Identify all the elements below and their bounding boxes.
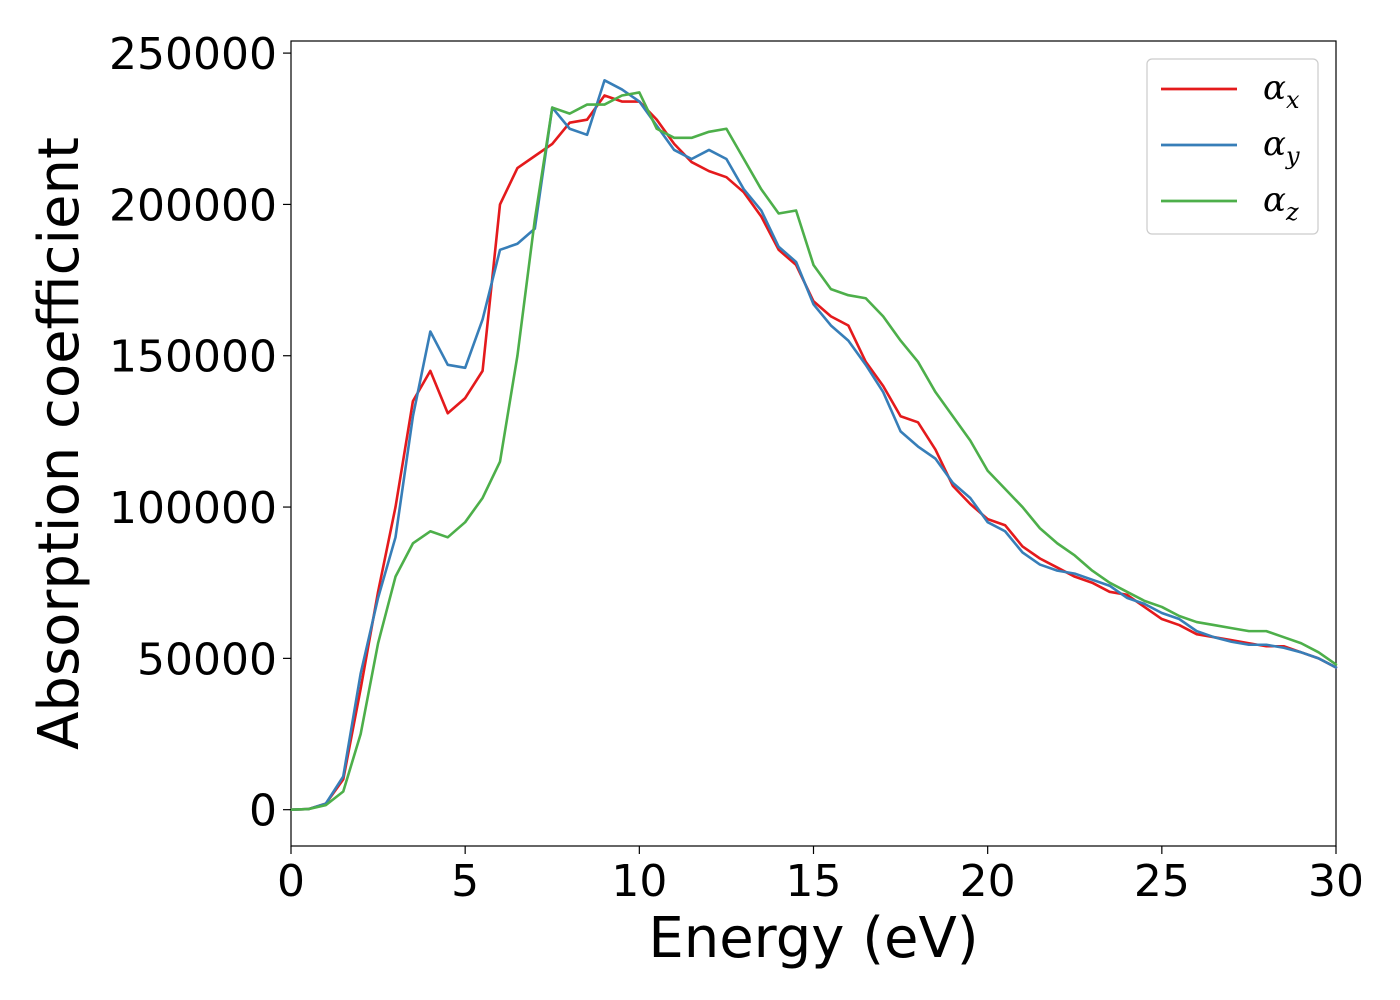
series-group — [289, 79, 1338, 811]
y-tick-label: 50000 — [137, 634, 277, 685]
y-tick-label: 250000 — [109, 29, 277, 80]
x-tick-label: 15 — [786, 856, 842, 907]
legend-subscript-x: x — [1286, 86, 1300, 114]
x-tick-label: 10 — [611, 856, 667, 907]
y-axis-title: Absorption coefficient — [27, 137, 92, 750]
y-tick-label: 150000 — [109, 332, 277, 383]
y-tick-label: 200000 — [109, 180, 277, 231]
series-line-alpha-y — [289, 79, 1338, 811]
plot-area: 0 5 10 15 20 25 30 0 50000 100000 150000 200000 250… — [109, 29, 1364, 907]
legend-box — [1146, 58, 1319, 235]
y-tick-label: 0 — [249, 786, 277, 837]
y-axis: 0 50000 100000 150000 200000 250000 — [109, 29, 291, 837]
series-line-alpha-z — [289, 91, 1338, 811]
y-tick-label: 100000 — [109, 483, 277, 534]
x-tick-label: 5 — [451, 856, 479, 907]
legend-label-x: αx — [1263, 68, 1300, 114]
x-tick-label: 0 — [277, 856, 305, 907]
x-tick-label: 20 — [960, 856, 1016, 907]
legend-subscript-z: z — [1285, 198, 1299, 226]
legend-subscript-y: y — [1285, 142, 1300, 170]
x-tick-label: 25 — [1134, 856, 1190, 907]
x-axis: 0 5 10 15 20 25 30 — [277, 846, 1364, 907]
x-axis-title: Energy (eV) — [648, 906, 978, 971]
x-tick-label: 30 — [1308, 856, 1364, 907]
